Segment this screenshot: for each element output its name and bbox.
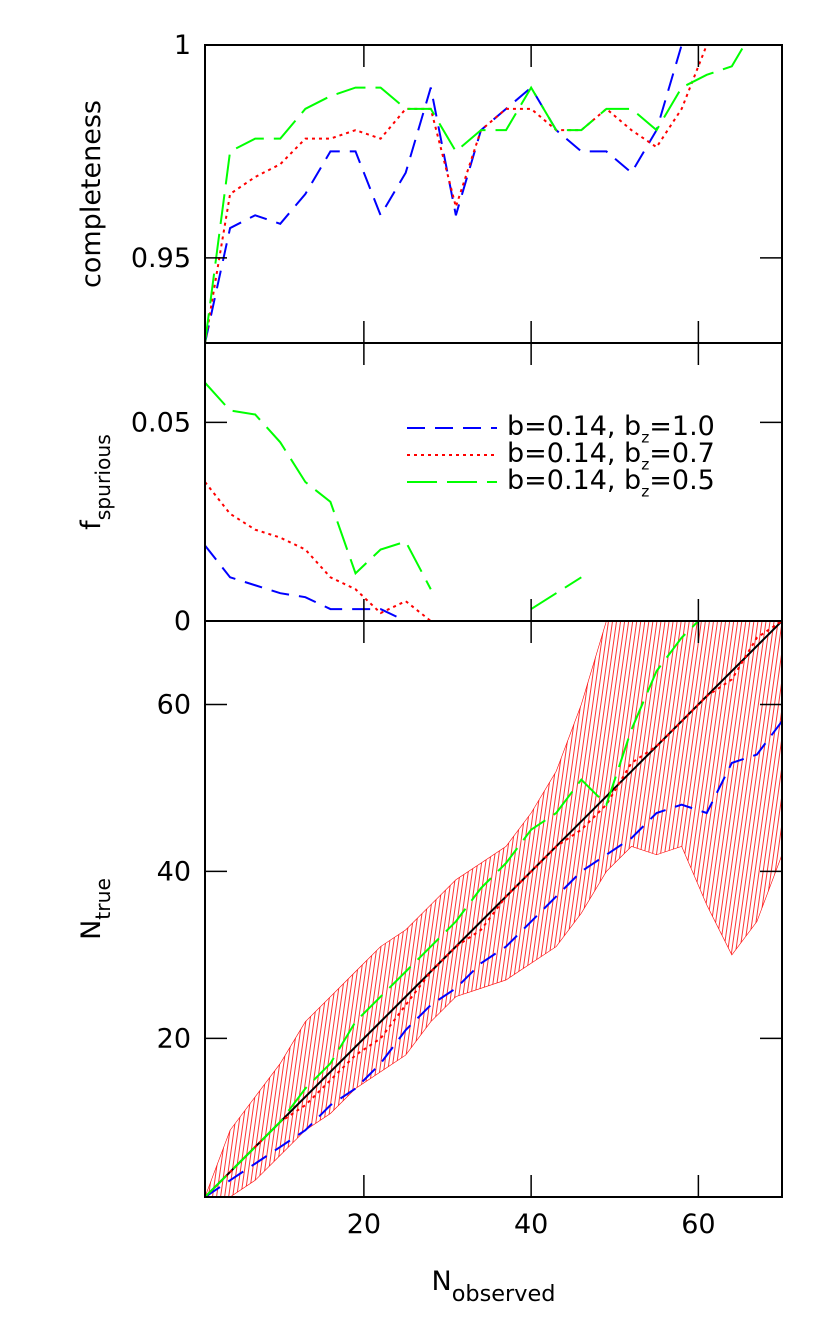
y-axis-label-main: f bbox=[76, 519, 107, 530]
series-line bbox=[205, 544, 407, 621]
series-line bbox=[205, 45, 684, 343]
x-tick-label: 40 bbox=[514, 1209, 548, 1240]
y-axis-label-sub: true bbox=[91, 878, 115, 920]
panel-frame bbox=[204, 44, 783, 344]
legend-label-rest: =1.0 bbox=[649, 411, 715, 442]
x-axis-label: Nobserved bbox=[431, 1266, 555, 1307]
legend-label-main: b=0.14, b bbox=[507, 465, 641, 496]
y-axis-label: Ntrue bbox=[76, 878, 115, 940]
series-line bbox=[205, 621, 782, 1197]
legend-label-sub: z bbox=[641, 483, 649, 501]
reference-line bbox=[205, 621, 782, 1197]
y-axis-label-main: N bbox=[76, 920, 107, 940]
legend-label: b=0.14, bz=1.0 bbox=[507, 411, 715, 447]
series-line bbox=[205, 482, 481, 621]
x-tick-label: 60 bbox=[681, 1209, 715, 1240]
y-tick-label: 60 bbox=[157, 689, 191, 720]
legend-label-rest: =0.7 bbox=[649, 438, 715, 469]
legend-label-sub: z bbox=[641, 429, 649, 447]
legend-label-main: b=0.14, b bbox=[507, 411, 641, 442]
legend-label-sub: z bbox=[641, 456, 649, 474]
y-tick-label: 0.05 bbox=[131, 407, 191, 438]
plot-area bbox=[205, 621, 782, 1197]
y-tick-label: 0.95 bbox=[131, 243, 191, 274]
panel-frame bbox=[204, 620, 783, 1198]
legend-label-rest: =0.5 bbox=[649, 465, 715, 496]
y-tick-label: 0 bbox=[174, 606, 191, 637]
y-axis-label: completeness bbox=[76, 100, 107, 288]
y-axis-label-sub: spurious bbox=[91, 434, 115, 520]
y-tick-label: 1 bbox=[174, 30, 191, 61]
legend-label: b=0.14, bz=0.5 bbox=[507, 465, 715, 501]
x-axis-label-main: N bbox=[431, 1266, 451, 1297]
legend-label: b=0.14, bz=0.7 bbox=[507, 438, 715, 474]
x-axis-label-sub: observed bbox=[452, 1281, 556, 1307]
series-line bbox=[205, 45, 709, 343]
series-line bbox=[205, 45, 746, 343]
series-line bbox=[205, 621, 782, 1197]
y-tick-label: 20 bbox=[157, 1023, 191, 1054]
series-line bbox=[205, 382, 582, 610]
series-line bbox=[205, 720, 782, 1197]
legend-label-main: b=0.14, b bbox=[507, 438, 641, 469]
plot-area bbox=[205, 382, 582, 621]
y-tick-label: 40 bbox=[157, 856, 191, 887]
y-axis-label: fspurious bbox=[76, 434, 115, 530]
plot-area bbox=[205, 45, 746, 343]
x-tick-label: 20 bbox=[347, 1209, 381, 1240]
